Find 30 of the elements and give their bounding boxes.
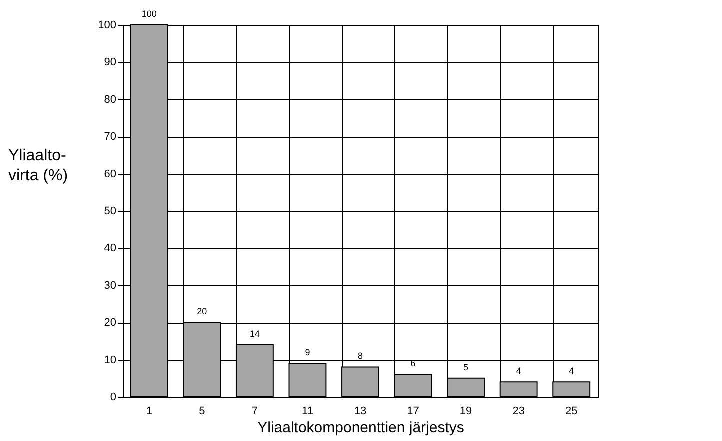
y-tick-label: 90 [104,56,116,69]
data-label: 5 [464,362,469,372]
x-axis-title: Yliaaltokomponenttien järjestys [258,420,464,436]
y-tick-label: 60 [104,168,116,180]
y-tick-label: 10 [104,354,116,366]
data-label: 20 [197,306,208,317]
x-tick-label: 7 [252,406,258,418]
y-tick-label: 20 [104,317,116,330]
y-tick-label: 80 [104,94,116,106]
x-tick-label: 25 [565,406,578,418]
data-label: 4 [516,366,522,376]
x-tick-label: 11 [302,406,314,418]
x-tick-label: 19 [460,406,472,418]
data-label: 4 [569,366,574,376]
data-label: 8 [358,351,364,362]
y-tick-label: 70 [104,131,116,144]
y-tick-label: 0 [110,392,116,404]
data-label: 100 [142,9,157,19]
x-tick-label: 5 [199,406,206,418]
data-label: 14 [250,328,260,339]
y-tick-label: 100 [98,20,116,32]
y-axis-title: Yliaalto- virta (%) [8,148,68,184]
x-tick-label: 13 [354,406,367,418]
data-label: 9 [305,348,310,358]
x-tick-label: 1 [146,406,152,418]
x-tick-label: 23 [512,406,525,418]
y-tick-label: 40 [104,242,116,255]
y-tick-label: 50 [104,206,116,218]
y-tick-label: 30 [104,280,116,292]
x-tick-label: 17 [407,406,420,418]
